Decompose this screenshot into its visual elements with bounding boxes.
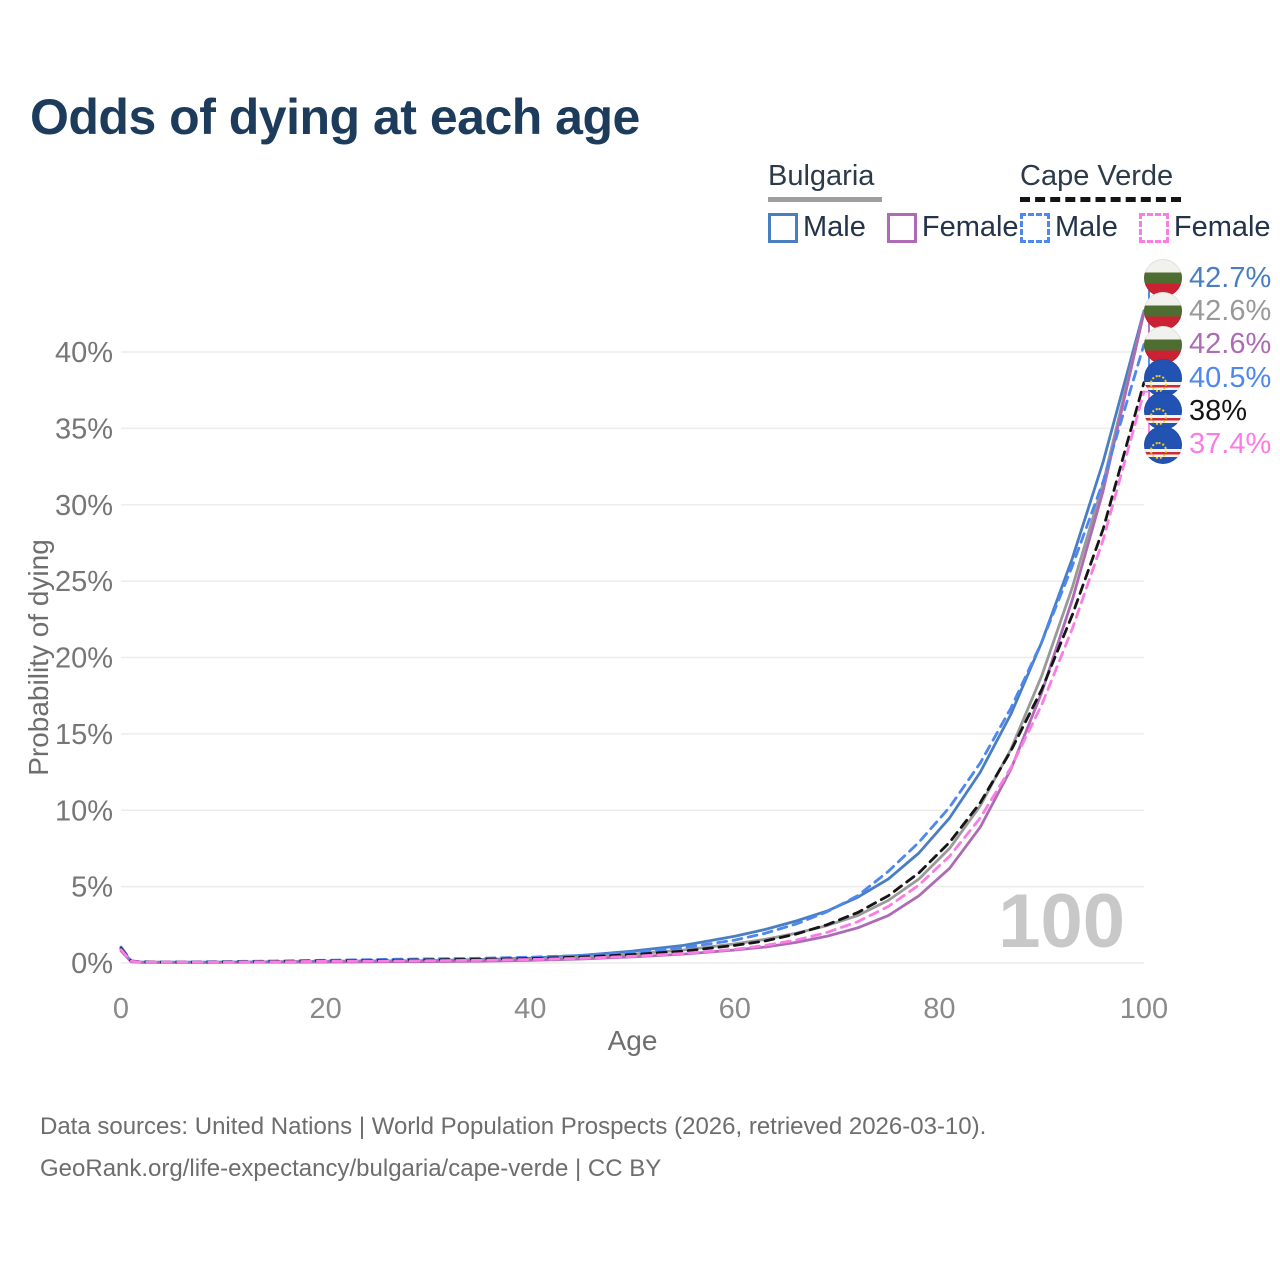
x-tick-label: 40 <box>514 993 546 1025</box>
legend-item-label: Male <box>1055 211 1118 243</box>
source-line-1: Data sources: United Nations | World Pop… <box>40 1113 987 1140</box>
y-tick-label: 0% <box>71 948 113 980</box>
end-value: 38% <box>1189 394 1248 427</box>
legend-items-bulgaria: Male Female <box>768 211 1019 244</box>
cape-verde-flag-icon <box>1144 359 1182 398</box>
x-tick-label: 20 <box>309 993 341 1025</box>
series-line-bulgaria-female <box>119 310 1146 964</box>
legend-item-label: Female <box>921 211 1019 243</box>
page-title: Odds of dying at each age <box>30 89 640 145</box>
watermark-age-100: 100 <box>998 879 1125 964</box>
checkbox-cape-verde-male[interactable] <box>1020 212 1050 243</box>
bulgaria-flag-icon <box>1144 292 1182 331</box>
legend-group-title-cape-verde: Cape Verde <box>1020 160 1182 202</box>
x-tick-label: 100 <box>1120 993 1168 1025</box>
x-tick-label: 60 <box>719 993 751 1025</box>
legend-item-label: Male <box>803 211 866 243</box>
y-tick-label: 5% <box>71 872 113 904</box>
end-value: 42.6% <box>1189 328 1272 361</box>
end-label-bulgaria-male: 42.7% <box>1144 259 1271 297</box>
legend-group-bulgaria: Bulgaria Male Female <box>768 160 1019 244</box>
x-tick-label: 0 <box>113 993 129 1025</box>
end-label-cape-verde-both: 38% <box>1144 392 1248 431</box>
legend-item-bulgaria-female[interactable]: Female <box>886 211 1019 244</box>
checkbox-cape-verde-female[interactable] <box>1138 212 1169 243</box>
source-attribution: Data sources: United Nations | World Pop… <box>40 1106 986 1190</box>
end-label-bulgaria-female: 42.6% <box>1144 325 1272 364</box>
y-tick-label: 20% <box>55 643 113 675</box>
y-tick-label: 25% <box>55 566 113 598</box>
end-value: 37.4% <box>1189 428 1272 461</box>
y-tick-label: 10% <box>55 795 113 827</box>
cape-verde-flag-icon <box>1144 392 1182 431</box>
legend-item-label: Female <box>1173 211 1271 243</box>
series-line-cape-verde-male <box>119 343 1146 964</box>
series-line-cape-verde-both-sexes <box>119 381 1146 964</box>
legend-item-cape-verde-male[interactable]: Male <box>1020 211 1118 244</box>
checkbox-bulgaria-female[interactable] <box>886 212 917 243</box>
end-label-cape-verde-female: 37.4% <box>1144 425 1272 464</box>
end-label-cape-verde-male: 40.5% <box>1144 359 1272 398</box>
y-tick-label: 35% <box>55 413 113 445</box>
y-tick-label: 40% <box>55 337 113 369</box>
legend-item-cape-verde-female[interactable]: Female <box>1138 211 1271 244</box>
end-label-bulgaria-both: 42.6% <box>1144 292 1272 331</box>
series-line-cape-verde-female <box>119 390 1146 964</box>
y-axis-title: Probability of dying <box>23 539 54 776</box>
bulgaria-flag-icon <box>1144 325 1182 364</box>
end-value: 42.6% <box>1189 294 1272 327</box>
source-line-2: GeoRank.org/life-expectancy/bulgaria/cap… <box>40 1155 662 1182</box>
x-axis-title: Age <box>608 1025 658 1056</box>
end-value: 42.7% <box>1189 261 1272 294</box>
series-line-bulgaria-male <box>119 309 1146 964</box>
end-value: 40.5% <box>1189 361 1272 394</box>
legend-items-cape-verde: Male Female <box>1020 211 1271 244</box>
legend-item-bulgaria-male[interactable]: Male <box>768 211 866 244</box>
y-tick-label: 15% <box>55 719 113 751</box>
legend-group-cape-verde: Cape Verde Male Female <box>1020 160 1271 244</box>
y-tick-label: 30% <box>55 490 113 522</box>
x-tick-label: 80 <box>923 993 955 1025</box>
legend-group-title-bulgaria: Bulgaria <box>768 160 883 202</box>
checkbox-bulgaria-male[interactable] <box>768 212 798 243</box>
cape-verde-flag-icon <box>1144 425 1182 464</box>
bulgaria-flag-icon <box>1144 259 1182 297</box>
series-line-bulgaria-both-sexes <box>119 310 1146 964</box>
